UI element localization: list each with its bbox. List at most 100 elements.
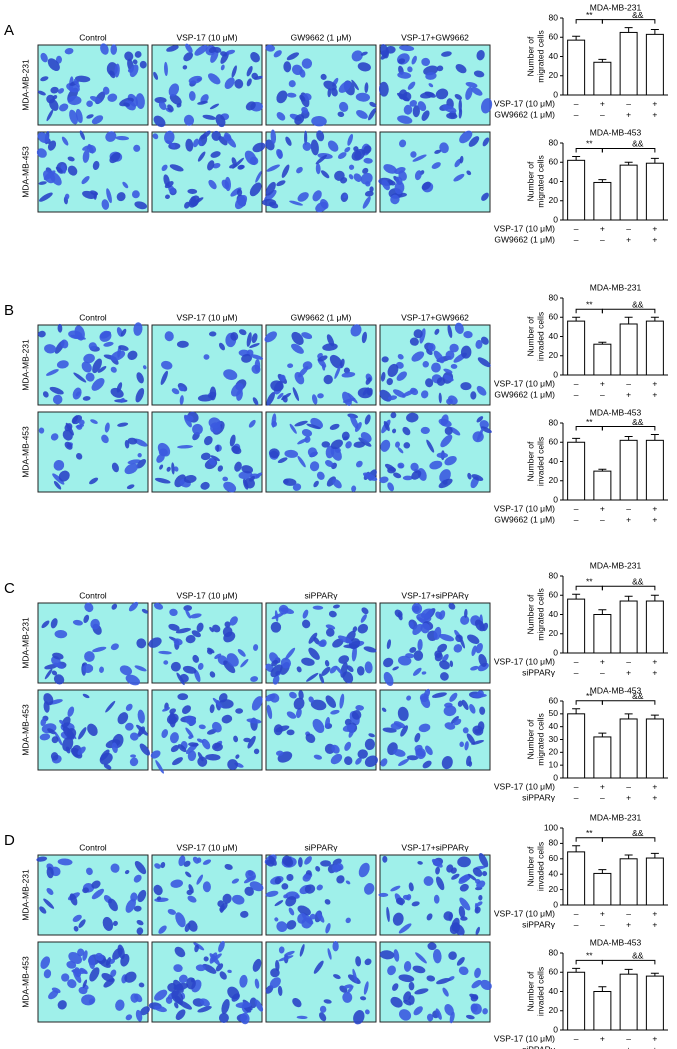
significance: && [632,417,644,427]
cell [322,343,338,351]
cell [328,610,337,618]
y-tick-label: 80 [549,137,559,147]
cell [41,620,50,629]
cell [443,368,453,374]
cell [179,673,189,683]
cell [414,988,429,995]
cell [319,1012,327,1022]
y-tick-label: 40 [549,721,559,731]
cell [427,942,437,951]
micrograph [379,689,491,771]
condition-sign: – [574,781,579,791]
cell [400,725,408,737]
cell [202,859,212,865]
cell [316,471,325,480]
cell [356,666,365,676]
cell [317,355,328,362]
cell [438,478,453,489]
cell [396,371,407,381]
y-tick-label: 20 [549,884,559,894]
cell [294,420,308,427]
cell [277,392,284,400]
cell [202,114,216,120]
cell [470,391,477,400]
cell [240,1012,250,1025]
cell [333,974,341,980]
y-axis-label: Number of [525,594,535,634]
cell [124,51,134,61]
cell [275,725,290,733]
condition-sign: – [626,1033,631,1043]
cell [308,632,318,644]
cell [197,100,208,105]
cell [169,94,182,106]
cell [402,426,411,436]
y-tick-label: 40 [549,331,559,341]
cell [324,717,331,729]
cell [58,470,70,482]
cell [52,394,63,405]
cell [43,693,54,706]
cell [103,763,112,770]
cell [203,354,210,360]
cell [183,114,195,126]
cell [74,967,82,978]
cell [91,115,104,125]
cell [363,145,372,154]
cell [466,1014,475,1020]
cell [441,51,452,57]
cell [286,920,297,930]
y-axis-label: migrated cells [535,30,545,82]
cell [381,356,389,363]
cell [54,731,63,746]
cell [442,987,449,997]
cell [81,176,90,185]
error-bar [624,27,633,33]
cell [209,671,216,678]
cell [459,897,471,911]
y-tick-label: 80 [549,417,559,427]
cell [279,374,286,382]
cell [173,964,183,973]
condition-sign: + [652,667,657,677]
cell [475,926,480,935]
cell [187,920,198,932]
cell [86,114,94,119]
cell [302,874,311,882]
cell [91,888,105,900]
cell [136,927,144,935]
cell [104,422,110,433]
cell [360,614,367,623]
cell [411,351,425,362]
y-axis-label: Number of [525,719,535,759]
cell [344,741,352,751]
condition-label: VSP-17 (10 μM) [494,223,555,233]
cell [88,342,97,351]
cell [460,345,472,359]
error-bar [598,58,607,63]
cell [265,181,276,196]
cell [53,674,65,685]
cell [339,693,345,709]
condition-sign: – [600,389,605,399]
cell [77,746,86,755]
cell [415,747,426,760]
cell [270,380,284,392]
significance: ** [586,417,593,427]
cell [196,874,204,885]
cell [435,88,449,100]
cell [77,948,85,957]
cell [236,188,243,197]
cell [219,971,227,980]
y-axis-label: Number of [525,846,535,886]
cell [431,162,441,169]
cell [308,696,314,703]
cell [212,624,221,633]
cell [244,150,257,165]
cell [119,665,133,676]
cell [398,758,409,766]
cell [172,757,183,766]
cell [351,710,362,720]
y-tick-label: 40 [549,456,559,466]
cell [464,741,469,751]
